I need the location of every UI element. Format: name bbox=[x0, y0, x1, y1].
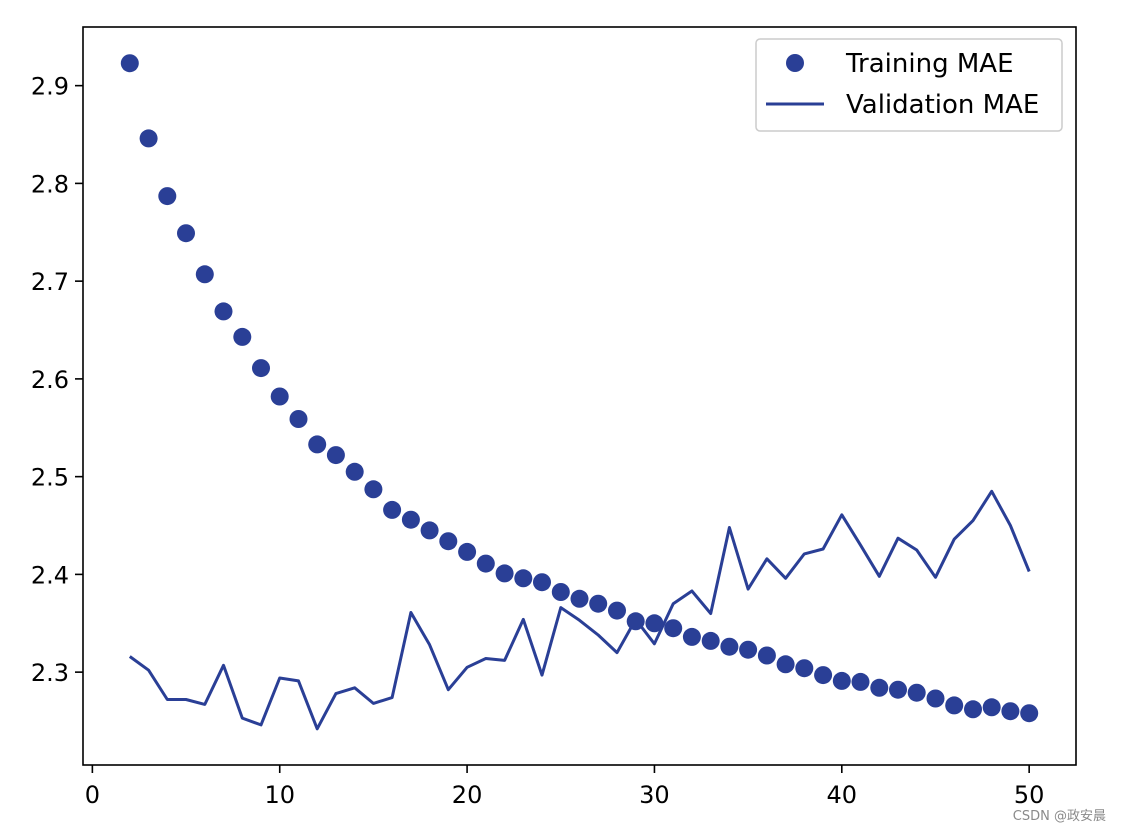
data-point-training-mae bbox=[776, 655, 795, 674]
data-point-training-mae bbox=[739, 640, 758, 659]
plot-layer bbox=[120, 54, 1039, 731]
data-point-training-mae bbox=[870, 678, 889, 697]
x-tick-label: 0 bbox=[85, 781, 100, 809]
data-point-training-mae bbox=[401, 510, 420, 529]
data-point-training-mae bbox=[383, 500, 402, 519]
x-tick-label: 10 bbox=[264, 781, 295, 809]
data-point-training-mae bbox=[589, 594, 608, 613]
x-tick-label: 40 bbox=[827, 781, 858, 809]
legend-label-validation-mae: Validation MAE bbox=[846, 90, 1039, 120]
data-point-training-mae bbox=[626, 612, 645, 631]
data-point-training-mae bbox=[195, 265, 214, 284]
y-tick-label: 2.4 bbox=[31, 561, 69, 589]
axes-frame bbox=[82, 26, 1077, 766]
data-point-training-mae bbox=[495, 564, 514, 583]
data-point-training-mae bbox=[701, 631, 720, 650]
y-tick-label: 2.9 bbox=[31, 73, 69, 101]
axes-layer: 0 10 20 30 40 50 2.3 2.4 2.5 2.6 2.7 2.8 2.9 bbox=[31, 26, 1077, 809]
data-point-training-mae bbox=[345, 462, 364, 481]
data-point-training-mae bbox=[795, 659, 814, 678]
data-point-training-mae bbox=[926, 689, 945, 708]
series-line-validation-mae bbox=[128, 489, 1031, 731]
data-point-training-mae bbox=[326, 446, 345, 465]
data-point-training-mae bbox=[233, 327, 252, 346]
y-tick-label: 2.3 bbox=[31, 659, 69, 687]
data-point-training-mae bbox=[458, 542, 477, 561]
data-point-training-mae bbox=[664, 619, 683, 638]
data-point-training-mae bbox=[570, 589, 589, 608]
data-point-training-mae bbox=[514, 569, 533, 588]
data-point-training-mae bbox=[757, 646, 776, 665]
data-point-training-mae bbox=[851, 672, 870, 691]
data-point-training-mae bbox=[889, 680, 907, 699]
x-tick-label: 30 bbox=[639, 781, 670, 809]
y-tick-label: 2.7 bbox=[31, 268, 69, 296]
data-point-training-mae bbox=[964, 700, 982, 719]
y-tick-label: 2.5 bbox=[31, 464, 69, 492]
y-tick-label: 2.6 bbox=[31, 366, 69, 394]
data-point-training-mae bbox=[476, 554, 495, 573]
data-point-training-mae bbox=[814, 666, 833, 685]
data-point-training-mae bbox=[1020, 704, 1039, 723]
data-point-training-mae bbox=[682, 627, 701, 646]
data-point-training-mae bbox=[120, 54, 139, 73]
data-point-training-mae bbox=[533, 573, 551, 592]
data-point-training-mae bbox=[252, 359, 270, 378]
data-point-training-mae bbox=[832, 671, 851, 690]
data-point-training-mae bbox=[551, 583, 570, 601]
data-point-training-mae bbox=[720, 637, 739, 656]
data-point-training-mae bbox=[214, 302, 233, 321]
data-point-training-mae bbox=[139, 129, 158, 148]
legend-frame bbox=[755, 38, 1063, 132]
data-point-training-mae bbox=[289, 410, 308, 428]
data-point-training-mae bbox=[907, 683, 926, 702]
data-point-training-mae bbox=[420, 521, 439, 540]
data-point-training-mae bbox=[364, 480, 383, 499]
data-point-training-mae bbox=[177, 224, 195, 243]
legend: Training MAE Validation MAE bbox=[755, 38, 1063, 132]
data-point-training-mae bbox=[945, 696, 964, 715]
data-point-training-mae bbox=[645, 614, 664, 633]
data-point-training-mae bbox=[308, 435, 327, 454]
legend-marker-training-mae bbox=[786, 54, 804, 72]
data-point-training-mae bbox=[608, 601, 626, 620]
x-tick-label: 20 bbox=[452, 781, 483, 809]
data-point-training-mae bbox=[270, 387, 289, 406]
data-point-training-mae bbox=[158, 187, 177, 206]
watermark: CSDN @政安晨 bbox=[1012, 809, 1106, 824]
data-point-training-mae bbox=[982, 698, 1001, 717]
x-tick-label: 50 bbox=[1014, 781, 1045, 809]
data-point-training-mae bbox=[439, 532, 458, 551]
y-tick-label: 2.8 bbox=[31, 170, 69, 198]
legend-label-training-mae: Training MAE bbox=[845, 49, 1014, 79]
data-point-training-mae bbox=[1001, 702, 1020, 721]
